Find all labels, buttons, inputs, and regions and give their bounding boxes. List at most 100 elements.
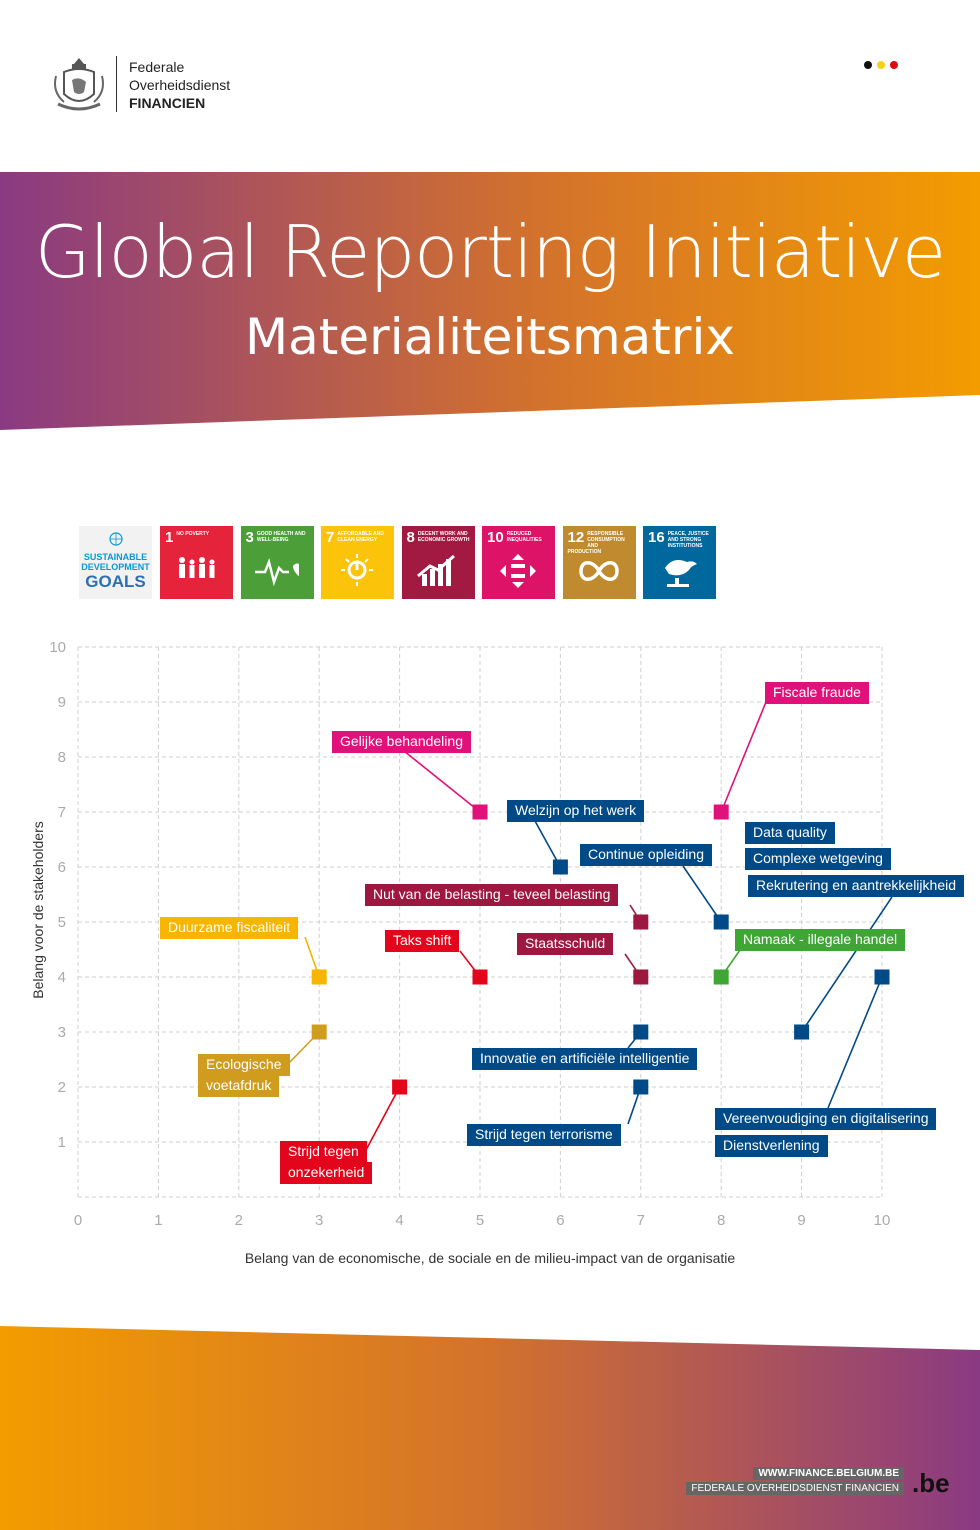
- sdg-tile-label: GOOD HEALTH AND WELL-BEING: [256, 531, 306, 543]
- page-subtitle: Materialiteitsmatrix: [245, 308, 735, 366]
- data-point-label: Innovatie en artificiële intelligentie: [472, 1048, 698, 1070]
- sdg-tile-12: 12 RESPONSIBLE CONSUMPTION AND PRODUCTION: [562, 526, 636, 599]
- leader-line: [827, 976, 883, 1109]
- data-point-label: Namaak - illegale handel: [735, 929, 906, 951]
- family-icon: [179, 557, 215, 578]
- equality-icon: [500, 554, 536, 588]
- data-point: [472, 804, 488, 820]
- header-band: [0, 172, 980, 430]
- sdg-tile-number: 7: [326, 529, 335, 546]
- x-tick-label: 5: [476, 1212, 484, 1229]
- data-point-label: onzekerheid: [280, 1162, 373, 1184]
- y-tick-label: 10: [49, 639, 66, 656]
- x-tick-label: 0: [74, 1212, 82, 1229]
- data-point-label: Strijd tegen: [280, 1141, 367, 1163]
- growth-chart-icon: [416, 554, 455, 586]
- data-point-label: Strijd tegen terrorisme: [467, 1124, 621, 1146]
- leader-line: [365, 1086, 401, 1151]
- data-point-label: Staatsschuld: [517, 933, 614, 955]
- data-point-label: voetafdruk: [198, 1075, 280, 1097]
- sdg-tile-1: 1 NO POVERTY: [160, 526, 233, 599]
- data-point: [311, 969, 327, 985]
- data-point-label: Complexe wetgeving: [745, 848, 891, 870]
- x-tick-label: 2: [235, 1212, 243, 1229]
- y-tick-label: 4: [58, 969, 66, 986]
- org-line-1: Federale: [129, 59, 185, 75]
- y-tick-label: 2: [58, 1079, 66, 1096]
- materiality-chart: 0 1 2 3 4 5 6 7 8 9 10 1 2 3 4 5 6 7 8 9 10 Belang van de eco…: [30, 639, 893, 1266]
- data-point: [794, 1024, 810, 1040]
- sdg-tile-8: 8 DECENT WORK AND ECONOMIC GROWTH: [401, 526, 475, 599]
- data-point-label: Vereenvoudiging en digitalisering: [715, 1108, 937, 1130]
- data-point-label: Duurzame fiscaliteit: [160, 917, 299, 939]
- y-tick-label: 3: [58, 1024, 66, 1041]
- sdg-logo-line-3: GOALS: [85, 572, 146, 591]
- data-point-label: Rekrutering en aantrekkelijkheid: [748, 875, 964, 897]
- leader-line: [534, 820, 562, 868]
- sdg-tile-number: 8: [406, 529, 415, 546]
- flag-dot-black: [864, 61, 872, 69]
- sdg-logo-line-1: SUSTAINABLE: [83, 552, 148, 562]
- footer-url[interactable]: WWW.FINANCE.BELGIUM.BE: [753, 1467, 904, 1480]
- sdg-tile-10: 10 REDUCED INEQUALITIES: [482, 526, 555, 599]
- data-point-label: Gelijke behandeling: [332, 731, 471, 753]
- sdg-tile-number: 10: [487, 529, 504, 546]
- data-point: [633, 914, 649, 930]
- data-point-label: Welzijn op het werk: [507, 800, 645, 822]
- leader-line: [682, 865, 722, 923]
- data-point-label: Fiscale fraude: [765, 682, 869, 704]
- organization-name: Federale Overheidsdienst FINANCIEN: [129, 58, 230, 112]
- leader-line: [720, 701, 767, 813]
- y-tick-label: 1: [58, 1134, 66, 1151]
- leader-line: [800, 896, 893, 1033]
- flag-dot-red: [890, 61, 898, 69]
- page-title: Global Reporting Initiative: [34, 210, 946, 294]
- sdg-tile-number: 1: [165, 529, 174, 546]
- sdg-tile-16: 16 PEACE, JUSTICE AND STRONG INSTITUTIONS: [643, 526, 716, 599]
- x-tick-label: 3: [315, 1212, 323, 1229]
- dove-gavel-icon: [665, 560, 697, 587]
- x-tick-label: 4: [395, 1212, 403, 1229]
- sdg-tile-label: PEACE, JUSTICE AND STRONG INSTITUTIONS: [667, 531, 709, 549]
- x-tick-label: 9: [797, 1212, 805, 1229]
- y-axis-label: Belang voor de stakeholders: [30, 821, 46, 998]
- be-logo: .be: [912, 1468, 950, 1498]
- y-tick-label: 9: [58, 694, 66, 711]
- data-point: [552, 859, 568, 875]
- data-point: [713, 969, 729, 985]
- data-point: [713, 914, 729, 930]
- data-point-label: Continue opleiding: [580, 844, 712, 866]
- sun-power-icon: [341, 554, 373, 586]
- flag-dot-yellow: [877, 61, 885, 69]
- x-axis-label: Belang van de economische, de sociale en…: [245, 1250, 736, 1266]
- x-tick-label: 10: [874, 1212, 891, 1229]
- data-point: [633, 1024, 649, 1040]
- y-tick-label: 6: [58, 859, 66, 876]
- logo-divider: [116, 56, 117, 112]
- data-point-label: Taks shift: [385, 930, 460, 952]
- footer-organization: FEDERALE OVERHEIDSDIENST FINANCIEN: [686, 1482, 904, 1495]
- org-line-2: Overheidsdienst: [129, 77, 231, 93]
- sdg-tile-7: 7 AFFORDABLE AND CLEAN ENERGY: [321, 526, 394, 599]
- data-point: [713, 804, 729, 820]
- data-point: [311, 1024, 327, 1040]
- sdg-tile-number: 16: [648, 529, 665, 546]
- sdg-tile-number: 12: [567, 529, 585, 546]
- data-point-label: Ecologische: [198, 1054, 290, 1076]
- sdg-tile-label: NO POVERTY: [176, 531, 210, 537]
- sdg-tile-number: 3: [245, 529, 254, 546]
- x-tick-label: 8: [717, 1212, 725, 1229]
- sdg-tile-label: AFFORDABLE AND CLEAN ENERGY: [337, 531, 384, 543]
- sdg-logo: SUSTAINABLE DEVELOPMENT GOALS: [79, 526, 152, 599]
- sdg-tile-label: REDUCED INEQUALITIES: [506, 531, 542, 543]
- x-tick-label: 7: [637, 1212, 645, 1229]
- belgian-crest-icon: [54, 58, 104, 111]
- sdg-tile-label: RESPONSIBLE CONSUMPTION AND PRODUCTION: [567, 531, 625, 555]
- org-line-3: FINANCIEN: [129, 95, 206, 111]
- y-tick-label: 8: [58, 749, 66, 766]
- un-emblem-icon: [109, 532, 123, 546]
- data-point: [633, 1079, 649, 1095]
- leader-line: [403, 750, 481, 813]
- data-point: [874, 969, 890, 985]
- x-tick-label: 1: [154, 1212, 162, 1229]
